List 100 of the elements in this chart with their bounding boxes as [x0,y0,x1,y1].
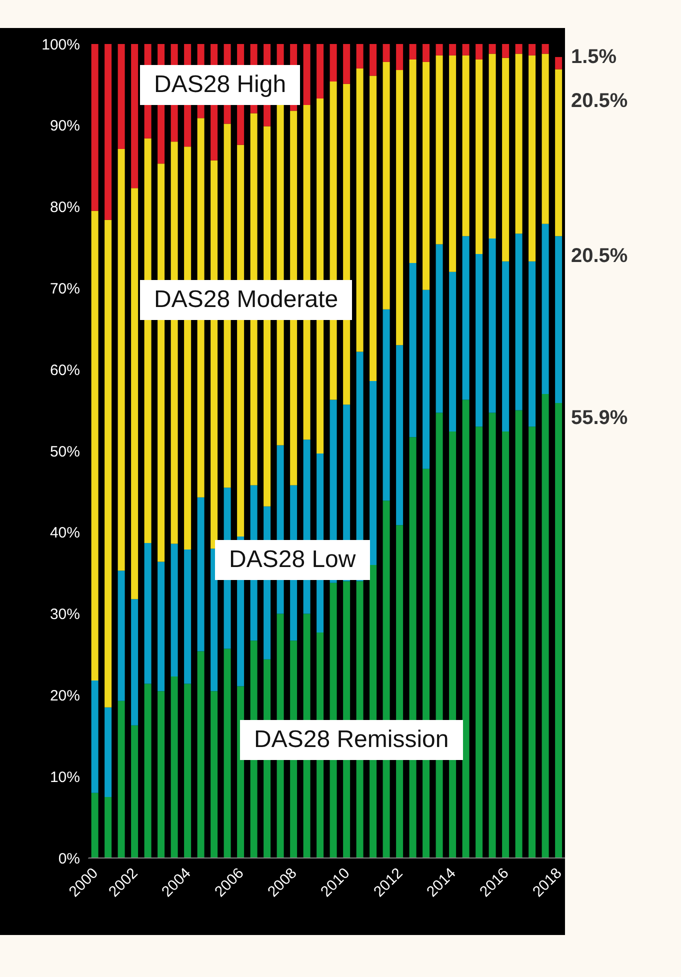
bar [515,44,522,54]
bar [502,261,510,432]
bar [555,57,562,70]
annotation: 20.5% [571,90,628,113]
bar [131,188,138,600]
bar [144,542,152,684]
bar [118,44,125,150]
bar [170,544,178,676]
bar [449,431,456,858]
bar [158,562,165,692]
bar [396,345,404,526]
bar [476,59,483,254]
bar [382,309,390,501]
bar [131,44,138,188]
bar [555,402,562,858]
y-tick-label: 90% [50,118,80,135]
bar [528,426,536,858]
bar [370,44,377,76]
series-label: DAS28 Remission [240,720,463,760]
bar [356,68,364,352]
bar [555,236,562,403]
bar [502,58,510,262]
bar [449,272,456,432]
y-tick-label: 60% [50,362,80,379]
bar [488,44,496,54]
bar [104,44,112,220]
bar [436,44,443,56]
bar [104,707,112,797]
bar [488,238,496,413]
bar [224,648,231,858]
bar [502,44,510,58]
bar [370,76,377,381]
bar [104,796,112,858]
bar [144,684,152,858]
bar [370,380,377,565]
y-tick-label: 30% [50,606,80,624]
bar [91,210,98,681]
bar [118,570,125,701]
bar [488,54,496,239]
y-tick-label: 0% [58,850,80,868]
bar [184,549,192,684]
bar [382,44,390,62]
bar [462,55,470,236]
bar [515,54,522,234]
bar [316,44,324,99]
bar [118,700,125,858]
y-tick-label: 20% [50,688,80,705]
bar [303,44,310,106]
bar [91,792,98,858]
bar [528,55,536,262]
bar [396,70,404,346]
bar [476,44,483,60]
bar [528,261,536,427]
bar [409,59,416,263]
bar [396,44,404,70]
bar [542,44,549,54]
bar [131,725,138,858]
bar [197,651,204,858]
bar [542,394,549,858]
bar [131,599,138,726]
y-tick-label: 50% [50,443,80,460]
bar [184,684,192,858]
annotation: 1.5% [571,46,617,70]
bar [422,290,430,469]
bar [409,44,416,60]
bar [462,236,470,400]
y-tick-label: 80% [50,199,80,216]
annotation: 20.5% [571,244,628,268]
bar [409,262,416,438]
bar [515,234,522,410]
annotation: 55.9% [571,407,628,430]
bar [502,431,510,858]
bar [197,497,204,652]
bar [436,55,443,244]
bar [356,44,364,68]
bar [555,69,562,236]
bar [118,149,125,571]
bar [170,676,178,858]
bar [91,44,98,211]
bar [528,44,536,56]
bar [91,680,98,793]
series-label: DAS28 High [140,65,300,105]
bar [449,55,456,272]
series-label: DAS28 Low [215,540,370,580]
bar [330,44,337,82]
bar [343,44,350,84]
bar [542,54,549,224]
bar [422,62,430,290]
bar [422,44,430,62]
y-tick-label: 70% [50,280,80,298]
bar [158,691,165,858]
bar [104,220,112,708]
y-tick-label: 10% [50,768,80,786]
bar [210,691,218,858]
series-label: DAS28 Moderate [140,280,352,320]
bar [382,62,390,310]
bar [476,426,483,858]
bar [210,548,218,692]
bar [449,44,456,56]
y-tick-label: 100% [42,36,80,54]
